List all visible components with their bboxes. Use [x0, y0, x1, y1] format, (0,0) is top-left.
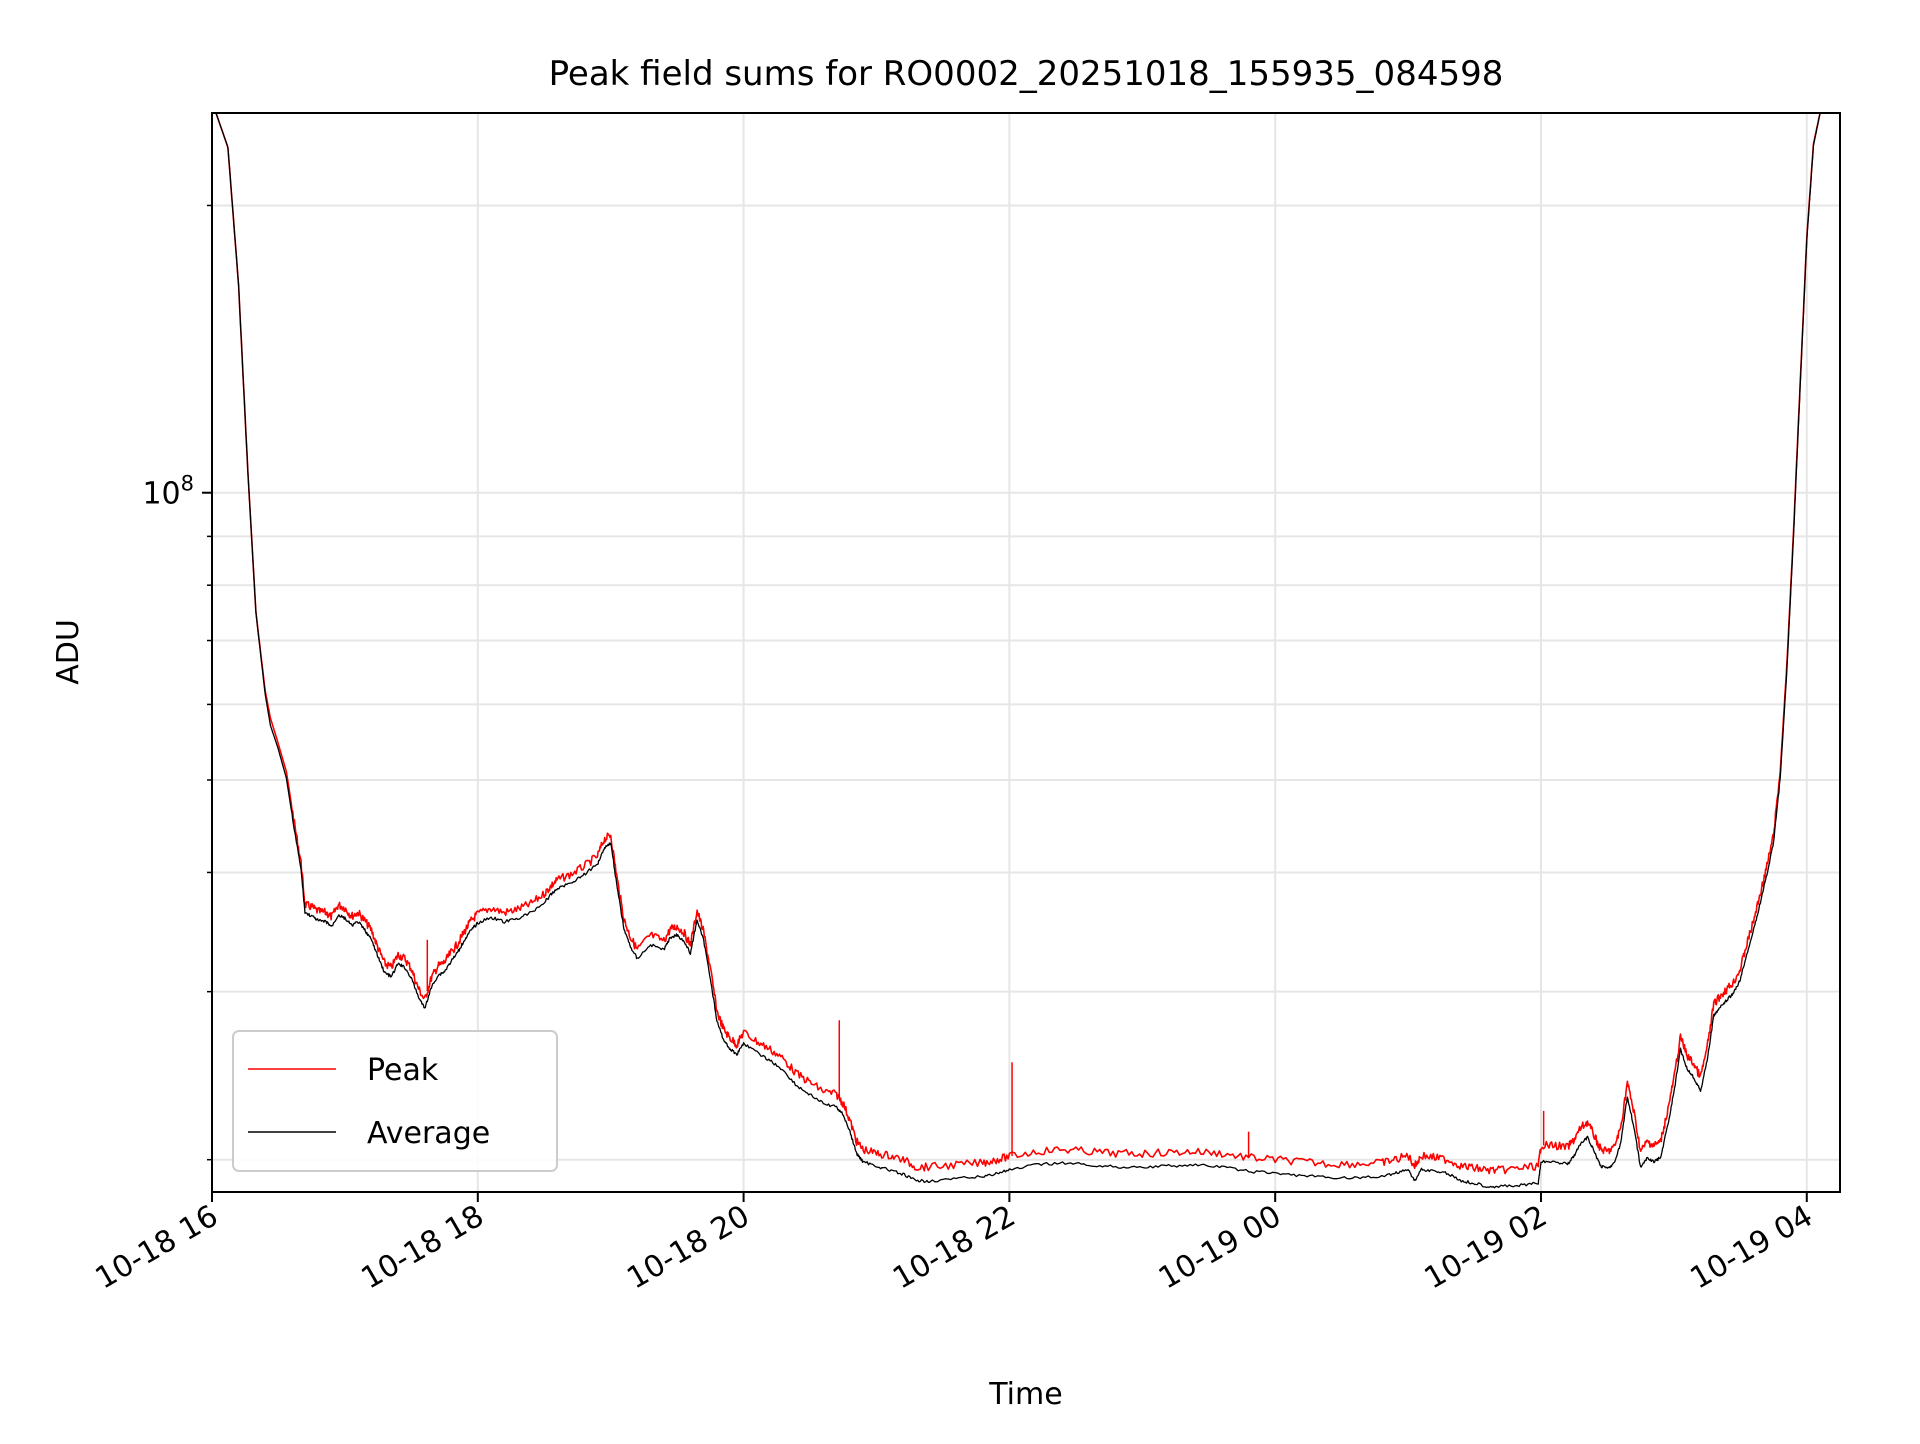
series-line-average: [215, 112, 1821, 1189]
series-line-peak: [215, 112, 1821, 1175]
y-axis-label: ADU: [51, 619, 86, 685]
chart-title: Peak field sums for RO0002_20251018_1559…: [549, 54, 1504, 94]
x-axis-label: Time: [988, 1377, 1062, 1412]
plot-frame: [211, 112, 1841, 1193]
y-tick-label-base: 10: [142, 477, 180, 512]
legend: Peak Average: [232, 1030, 558, 1172]
y-tick-label-exponent: 8: [181, 472, 194, 496]
legend-box: [232, 1030, 558, 1172]
y-tick-label: 108: [142, 472, 194, 512]
legend-peak-label: Peak: [367, 1053, 439, 1088]
series-layer: [215, 112, 1821, 1189]
legend-average-label: Average: [367, 1116, 490, 1151]
